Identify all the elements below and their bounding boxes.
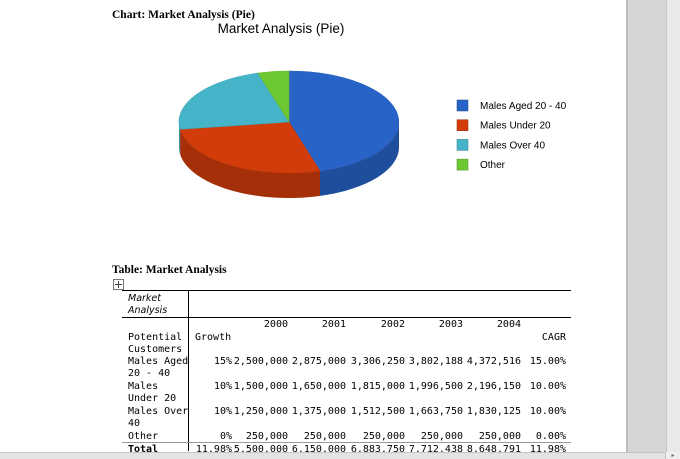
legend-swatch-0 <box>457 100 468 111</box>
row-value: 250,000 <box>461 431 521 443</box>
legend-swatch-2 <box>457 139 468 150</box>
row-value: 3,802,188 <box>403 356 463 368</box>
row-cagr: 15.00% <box>522 356 566 368</box>
row-value: 1,512,500 <box>345 406 405 418</box>
table-caption: Table: Market Analysis <box>112 264 227 276</box>
chart-title: Market Analysis (Pie) <box>218 21 345 36</box>
row-cagr: 10.00% <box>522 381 566 393</box>
total-value: 6,883,750 <box>345 444 405 452</box>
pie-chart: Market Analysis (Pie) Males Aged 20 - 40… <box>0 0 626 260</box>
growth-header: Growth <box>195 332 231 344</box>
legend-label-3: Other <box>480 160 506 171</box>
total-value: 6,150,000 <box>286 444 346 452</box>
row-value: 1,650,000 <box>286 381 346 393</box>
row-label: Other <box>128 431 158 443</box>
table-column-divider <box>188 291 189 451</box>
legend-label-1: Males Under 20 <box>480 121 551 132</box>
row-value: 3,306,250 <box>345 356 405 368</box>
year-header-2001: 2001 <box>298 319 346 331</box>
row-growth: 15% <box>192 356 232 368</box>
row-value: 250,000 <box>286 431 346 443</box>
row-growth: 0% <box>192 431 232 443</box>
row-value: 250,000 <box>403 431 463 443</box>
row-label-continued: Under 20 <box>128 393 176 405</box>
row-label: Males Over <box>128 406 188 418</box>
row-value: 2,875,000 <box>286 356 346 368</box>
market-analysis-table: Market Analysis 2000 2001 2002 2003 2004… <box>122 290 571 452</box>
row-value: 1,250,000 <box>228 406 288 418</box>
year-header-2002: 2002 <box>357 319 405 331</box>
row-growth: 10% <box>192 406 232 418</box>
row-value: 1,815,000 <box>345 381 405 393</box>
total-label: Total <box>128 444 158 452</box>
row-value: 1,500,000 <box>228 381 288 393</box>
right-margin <box>626 0 680 452</box>
row-value: 250,000 <box>228 431 288 443</box>
row-value: 1,375,000 <box>286 406 346 418</box>
legend-label-0: Males Aged 20 - 40 <box>480 101 567 112</box>
row-value: 1,663,750 <box>403 406 463 418</box>
page-shadow <box>626 0 628 452</box>
row-value: 1,996,500 <box>403 381 463 393</box>
table-title-line2: Analysis <box>128 305 167 317</box>
vertical-scrollbar[interactable] <box>666 0 680 452</box>
total-growth: 11.98% <box>192 444 232 452</box>
row-value: 2,196,150 <box>461 381 521 393</box>
row-value: 250,000 <box>345 431 405 443</box>
table-header-divider <box>122 317 571 318</box>
table-move-handle-icon[interactable] <box>113 279 124 290</box>
pie-slices <box>179 71 399 198</box>
cagr-header: CAGR <box>522 332 566 344</box>
row-label-continued: 20 - 40 <box>128 368 170 380</box>
row-label-continued: 40 <box>128 418 140 430</box>
total-cagr: 11.98% <box>522 444 566 452</box>
total-value: 5,500,000 <box>228 444 288 452</box>
row-cagr: 10.00% <box>522 406 566 418</box>
year-header-2004: 2004 <box>473 319 521 331</box>
legend-swatch-1 <box>457 120 468 131</box>
row-value: 4,372,516 <box>461 356 521 368</box>
chart-legend: Males Aged 20 - 40 Males Under 20 Males Ov… <box>457 100 567 171</box>
total-value: 7,712,438 <box>403 444 463 452</box>
row-label: Males <box>128 381 158 393</box>
table-title-line1: Market <box>128 293 161 305</box>
row-label: Males Aged <box>128 356 188 368</box>
row-cagr: 0.00% <box>522 431 566 443</box>
total-value: 8,648,791 <box>461 444 521 452</box>
row-growth: 10% <box>192 381 232 393</box>
document-page: Chart: Market Analysis (Pie) Market Anal… <box>0 0 626 452</box>
legend-label-2: Males Over 40 <box>480 140 545 151</box>
legend-swatch-3 <box>457 159 468 170</box>
potential-customers-line1: Potential <box>128 332 182 344</box>
year-header-2003: 2003 <box>415 319 463 331</box>
potential-customers-line2: Customers <box>128 344 182 356</box>
year-header-2000: 2000 <box>240 319 288 331</box>
row-value: 2,500,000 <box>228 356 288 368</box>
row-value: 1,830,125 <box>461 406 521 418</box>
